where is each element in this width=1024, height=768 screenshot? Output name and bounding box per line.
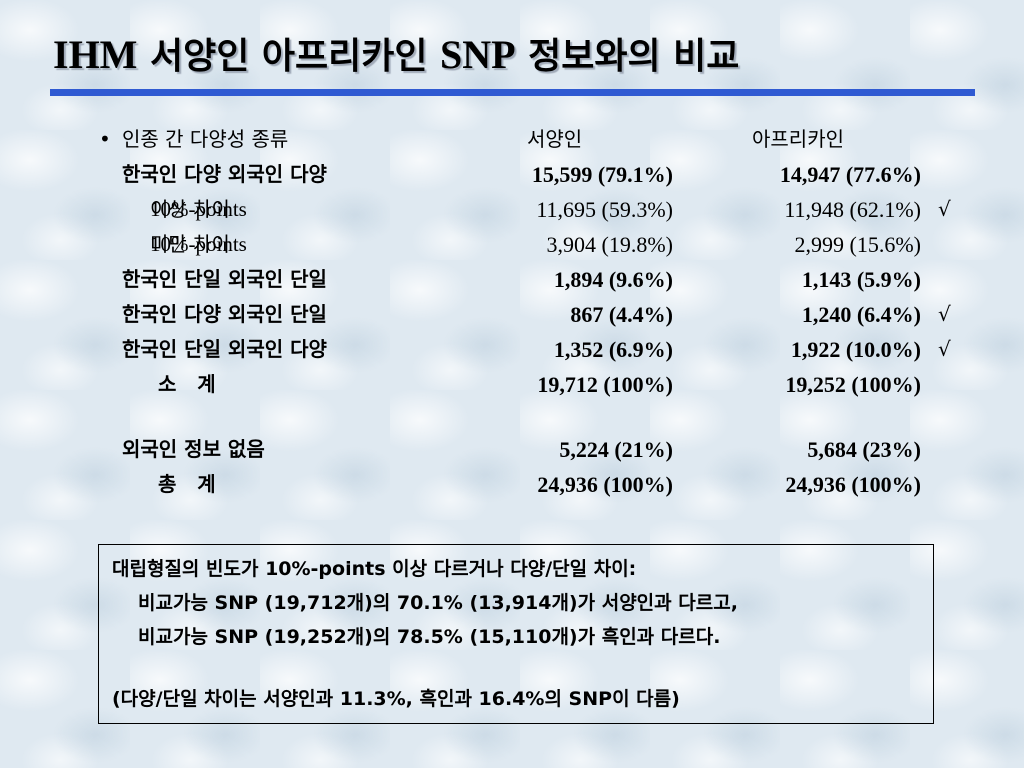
table-row: 한국인 다양 외국인 단일 867 (4.4%) 1,240 (6.4%) √ bbox=[0, 297, 1024, 332]
african-value: 1,143 (5.9%) bbox=[801, 267, 921, 292]
african-value: 1,240 (6.4%) bbox=[801, 302, 921, 327]
total-row: 총 계 24,936 (100%) 24,936 (100%) bbox=[0, 467, 1024, 502]
table-row: 한국인 다양 외국인 다양 15,599 (79.1%) 14,947 (77.… bbox=[0, 157, 1024, 192]
subtotal-label: 소 계 bbox=[158, 372, 216, 396]
title-ihm: IHM bbox=[53, 32, 138, 77]
total-label: 총 계 bbox=[158, 472, 216, 496]
check-mark: √ bbox=[938, 337, 951, 361]
row-label: 한국인 단일 외국인 단일 bbox=[122, 267, 327, 291]
african-value: 11,948 (62.1%) bbox=[784, 197, 921, 222]
table-header-row: • 인종 간 다양성 종류 서양인 아프리카인 bbox=[0, 122, 1024, 157]
title-rest: 정보와의 비교 bbox=[528, 36, 740, 77]
row-label: 한국인 다양 외국인 다양 bbox=[122, 162, 327, 186]
african-value: 19,252 (100%) bbox=[785, 372, 921, 397]
header-diversity-type: 인종 간 다양성 종류 bbox=[122, 127, 289, 151]
note-line: 비교가능 SNP (19,712개)의 70.1% (13,914개)가 서양인… bbox=[138, 592, 738, 614]
african-value: 14,947 (77.6%) bbox=[779, 162, 921, 187]
row-label: 한국인 다양 외국인 단일 bbox=[122, 302, 327, 326]
check-mark: √ bbox=[938, 302, 951, 326]
table-row: 외국인 정보 없음 5,224 (21%) 5,684 (23%) bbox=[0, 432, 1024, 467]
western-value: 19,712 (100%) bbox=[537, 372, 673, 397]
western-value: 1,352 (6.9%) bbox=[553, 337, 673, 362]
title-korean: 서양인 아프리카인 bbox=[149, 36, 428, 77]
western-value: 15,599 (79.1%) bbox=[531, 162, 673, 187]
note-line: 대립형질의 빈도가 10%-points 이상 다르거나 다양/단일 차이: bbox=[112, 558, 637, 580]
row-label-text: 미만 차이 bbox=[150, 232, 230, 256]
african-value: 24,936 (100%) bbox=[785, 472, 921, 497]
table-row: 한국인 단일 외국인 다양 1,352 (6.9%) 1,922 (10.0%)… bbox=[0, 332, 1024, 367]
african-value: 1,922 (10.0%) bbox=[790, 337, 921, 362]
row-label-text: 이상 차이 bbox=[150, 197, 230, 221]
western-value: 11,695 (59.3%) bbox=[536, 197, 673, 222]
header-african: 아프리카인 bbox=[752, 127, 844, 151]
western-value: 3,904 (19.8%) bbox=[546, 232, 673, 257]
header-western: 서양인 bbox=[527, 127, 583, 151]
title-snp: SNP bbox=[440, 32, 516, 77]
note-line: 비교가능 SNP (19,252개)의 78.5% (15,110개)가 흑인과… bbox=[138, 626, 721, 648]
african-value: 5,684 (23%) bbox=[807, 437, 921, 462]
table-row: 10%-points 미만 차이 3,904 (19.8%) 2,999 (15… bbox=[0, 227, 1024, 262]
summary-note-box: 대립형질의 빈도가 10%-points 이상 다르거나 다양/단일 차이: 비… bbox=[98, 544, 934, 724]
subtotal-row: 소 계 19,712 (100%) 19,252 (100%) bbox=[0, 367, 1024, 402]
african-value: 2,999 (15.6%) bbox=[794, 232, 921, 257]
note-line: (다양/단일 차이는 서양인과 11.3%, 흑인과 16.4%의 SNP이 다… bbox=[112, 688, 680, 710]
check-mark: √ bbox=[938, 197, 951, 221]
table-row: 한국인 단일 외국인 단일 1,894 (9.6%) 1,143 (5.9%) bbox=[0, 262, 1024, 297]
western-value: 1,894 (9.6%) bbox=[553, 267, 673, 292]
row-label-points: 10%-points bbox=[150, 197, 247, 221]
western-value: 5,224 (21%) bbox=[559, 437, 673, 462]
western-value: 867 (4.4%) bbox=[570, 302, 673, 327]
title-underline bbox=[50, 89, 975, 96]
row-label-points: 10%-points bbox=[150, 232, 247, 256]
row-label: 외국인 정보 없음 bbox=[122, 437, 265, 461]
bullet-point: • bbox=[99, 127, 111, 151]
slide-title: IHM 서양인 아프리카인 SNP 정보와의 비교 bbox=[53, 30, 739, 82]
western-value: 24,936 (100%) bbox=[537, 472, 673, 497]
table-row: 10%-points 이상 차이 11,695 (59.3%) 11,948 (… bbox=[0, 192, 1024, 227]
row-label: 한국인 단일 외국인 다양 bbox=[122, 337, 327, 361]
